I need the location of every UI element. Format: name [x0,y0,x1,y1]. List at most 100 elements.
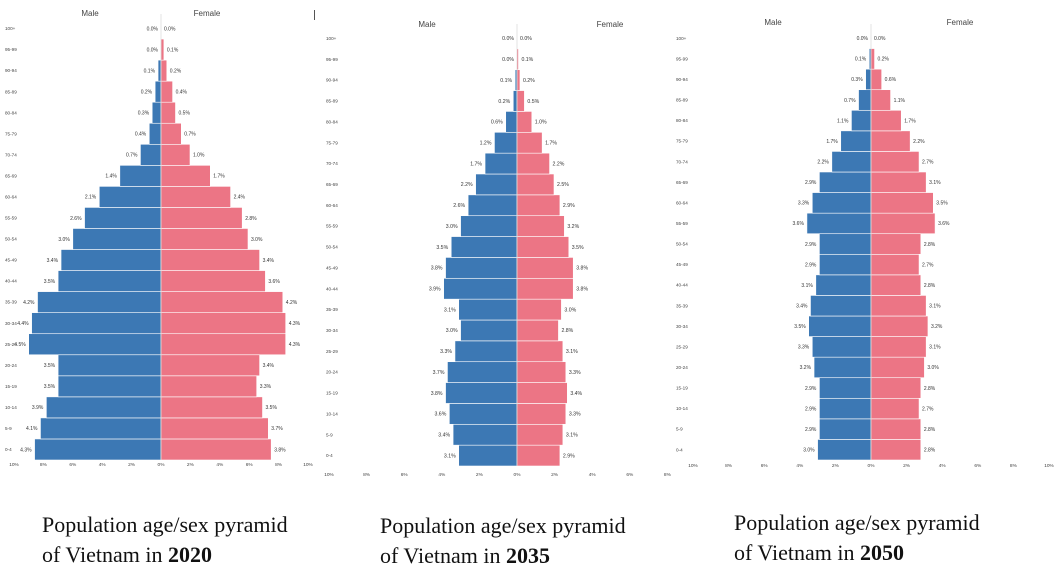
caption-year: 2050 [859,540,904,565]
age-group-label: 30-34 [676,324,688,329]
female-value-label: 3.6% [938,221,950,227]
male-value-label: 0.2% [498,99,510,105]
male-bar [46,396,162,419]
male-value-label: 0.3% [851,77,863,83]
male-bar [484,152,518,175]
female-bar [516,298,562,321]
age-group-label: 35-39 [5,300,17,305]
x-tick-label: 0% [158,462,166,468]
caption-2050: Population age/sex pyramid of Vietnam in… [734,508,980,568]
female-bar [870,274,922,296]
male-bar [458,444,518,467]
male-bar [119,165,162,187]
female-bar [870,356,925,379]
male-value-label: 2.6% [70,216,82,222]
male-bar [460,319,518,342]
male-value-label: 0.2% [141,89,153,95]
caption-prefix: of Vietnam in [42,542,168,567]
male-bar [452,423,518,446]
x-tick-label: 8% [40,462,48,468]
male-bar [148,122,162,145]
male-value-label: 2.1% [85,195,97,201]
female-value-label: 0.5% [527,99,539,105]
female-value-label: 0.0% [520,36,532,42]
female-bar [160,438,272,461]
female-bar [870,315,929,337]
female-bar [870,48,875,70]
age-group-label: 10-14 [5,405,17,410]
female-value-label: 1.0% [535,120,547,126]
male-bar [447,361,518,383]
male-bar [57,375,162,398]
caption-prefix: of Vietnam in [734,540,860,565]
female-value-label: 0.1% [521,57,533,63]
male-value-label: 2.9% [805,406,817,412]
female-bar [516,423,564,446]
x-tick-label: 2% [187,462,195,468]
male-value-label: 3.3% [440,349,452,355]
male-bar [494,131,518,154]
female-bar [160,228,249,250]
age-group-label: 0-4 [326,453,333,458]
male-bar [84,207,162,229]
male-value-label: 0.1% [144,68,156,74]
female-bar [160,59,168,82]
age-group-label: 95-99 [326,57,338,62]
female-value-label: 0.2% [878,57,890,63]
x-tick-label: 10% [688,463,698,469]
axis-stub-line [314,10,315,20]
male-value-label: 2.2% [461,182,473,188]
age-group-label: 35-39 [326,307,338,312]
x-tick-label: 4% [438,472,446,478]
legend-male-label: Male [418,20,436,29]
x-tick-label: 2% [832,463,840,469]
male-value-label: 0.0% [147,47,159,53]
female-bar [160,375,257,398]
age-group-label: 55-59 [676,221,688,226]
male-value-label: 3.8% [431,266,443,272]
female-bar [160,291,284,313]
x-tick-label: 8% [363,472,371,478]
female-value-label: 3.3% [569,412,581,418]
male-bar [819,377,872,399]
female-value-label: 2.2% [913,139,925,145]
age-group-label: 85-89 [326,99,338,104]
female-value-label: 3.8% [274,447,286,453]
x-tick-label: 10% [324,472,334,478]
male-bar [57,354,162,377]
female-value-label: 2.8% [924,386,936,392]
female-value-label: 3.3% [569,370,581,376]
caption-2035: Population age/sex pyramid of Vietnam in… [380,511,626,571]
female-bar [160,312,286,335]
male-value-label: 0.0% [857,36,869,42]
female-value-label: 2.8% [924,427,936,433]
male-value-label: 3.5% [794,324,806,330]
male-bar [819,397,872,420]
male-value-label: 3.5% [44,384,56,390]
age-group-label: 45-49 [326,265,338,270]
x-tick-label: 10% [9,462,19,468]
male-value-label: 2.9% [805,427,817,433]
x-tick-label: 8% [725,463,733,469]
male-bar [458,298,518,321]
female-value-label: 3.8% [576,287,588,293]
female-value-label: 0.2% [170,68,182,74]
age-group-label: 60-64 [326,203,338,208]
age-group-label: 5-9 [326,432,333,437]
male-bar [443,277,518,300]
female-bar [516,173,555,196]
male-bar [810,295,872,317]
age-group-label: 35-39 [676,303,688,308]
female-value-label: 3.5% [266,405,278,411]
male-value-label: 2.9% [805,386,817,392]
x-tick-label: 0% [514,472,522,478]
age-group-label: 20-24 [5,363,17,368]
female-bar [160,270,266,292]
age-group-label: 70-74 [676,159,688,164]
age-group-label: 30-34 [326,328,338,333]
age-group-label: 75-79 [676,139,688,144]
age-group-label: 100+ [676,36,687,41]
male-bar [460,215,518,237]
male-bar [140,143,162,166]
age-group-label: 5-9 [5,426,12,431]
